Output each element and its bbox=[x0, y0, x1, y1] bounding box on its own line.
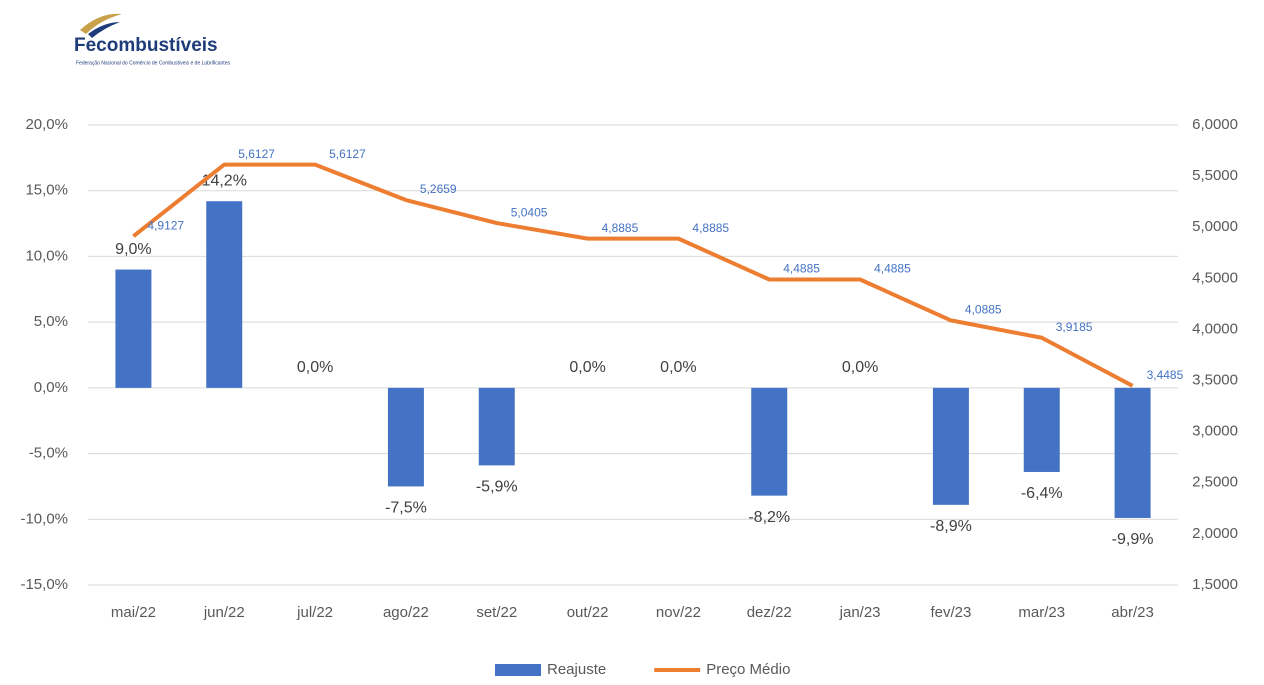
line-value-label: 4,4885 bbox=[783, 262, 820, 276]
bar-value-label: 14,2% bbox=[202, 172, 247, 189]
bar bbox=[751, 387, 788, 496]
x-tick-label: nov/22 bbox=[656, 604, 701, 621]
line-value-label: 4,8885 bbox=[692, 221, 729, 235]
x-tick-label: jan/23 bbox=[839, 604, 881, 621]
line-value-label: 5,2659 bbox=[420, 182, 457, 196]
y2-tick-label: 4,0000 bbox=[1192, 320, 1238, 337]
y2-tick-label: 3,5000 bbox=[1192, 372, 1238, 389]
y-tick-label: 15,0% bbox=[25, 182, 68, 199]
legend-label: Reajuste bbox=[547, 661, 606, 678]
bar-value-label: 0,0% bbox=[660, 359, 696, 376]
bar-value-label: 0,0% bbox=[842, 359, 878, 376]
bar-value-label: 0,0% bbox=[569, 359, 605, 376]
line-value-label: 4,4885 bbox=[874, 262, 911, 276]
bar-value-label: -8,9% bbox=[930, 518, 972, 535]
bar-value-label: -5,9% bbox=[476, 479, 518, 496]
line-value-label: 4,0885 bbox=[965, 303, 1002, 317]
y-tick-label: -15,0% bbox=[20, 576, 68, 593]
x-tick-label: jun/22 bbox=[203, 604, 245, 621]
y-tick-label: -5,0% bbox=[29, 445, 68, 462]
line bbox=[132, 162, 1134, 388]
x-tick-label: dez/22 bbox=[747, 604, 792, 621]
y2-tick-label: 3,0000 bbox=[1192, 423, 1238, 440]
logo-name: Fecombustíveis bbox=[74, 35, 218, 56]
x-tick-label: set/22 bbox=[476, 604, 517, 621]
x-tick-label: mar/23 bbox=[1018, 604, 1065, 621]
y2-tick-label: 6,0000 bbox=[1192, 116, 1238, 133]
logo: Fecombustíveis Federação Nacional do Com… bbox=[74, 13, 230, 66]
y2-tick-label: 1,5000 bbox=[1192, 576, 1238, 593]
bar-value-label: -7,5% bbox=[385, 500, 427, 517]
logo-icon bbox=[88, 22, 120, 38]
bar bbox=[115, 269, 152, 388]
bar bbox=[1023, 387, 1060, 472]
logo-tagline: Federação Nacional do Comércio de Combus… bbox=[76, 60, 230, 66]
line-value-label: 5,6127 bbox=[238, 147, 275, 161]
line-value-label: 4,8885 bbox=[602, 221, 639, 235]
line-value-label: 3,4485 bbox=[1147, 368, 1184, 382]
y-tick-label: 0,0% bbox=[34, 379, 68, 396]
y2-tick-label: 4,5000 bbox=[1192, 269, 1238, 286]
x-tick-label: jul/22 bbox=[296, 604, 333, 621]
y-tick-label: -10,0% bbox=[20, 510, 68, 527]
line-value-label: 5,0405 bbox=[511, 205, 548, 219]
bar-value-label: 0,0% bbox=[297, 359, 333, 376]
legend-swatch bbox=[495, 664, 541, 676]
y-tick-label: 5,0% bbox=[34, 313, 68, 330]
x-tick-label: out/22 bbox=[567, 604, 609, 621]
bar-value-label: -6,4% bbox=[1021, 485, 1063, 502]
bar bbox=[932, 387, 969, 505]
y2-tick-label: 5,0000 bbox=[1192, 218, 1238, 235]
bar-value-label: -9,9% bbox=[1112, 531, 1154, 548]
line-value-label: 3,9185 bbox=[1056, 320, 1093, 334]
y2-tick-label: 2,0000 bbox=[1192, 525, 1238, 542]
y2-tick-label: 5,5000 bbox=[1192, 167, 1238, 184]
bar bbox=[478, 387, 515, 466]
line-value-label: 4,9127 bbox=[147, 218, 184, 232]
legend-label: Preço Médio bbox=[706, 661, 790, 678]
bar bbox=[387, 387, 424, 487]
x-tick-label: mai/22 bbox=[111, 604, 156, 621]
logo-icon bbox=[80, 13, 122, 34]
bar bbox=[206, 201, 243, 388]
y-tick-label: 10,0% bbox=[25, 247, 68, 264]
y2-tick-label: 2,5000 bbox=[1192, 474, 1238, 491]
x-tick-label: ago/22 bbox=[383, 604, 429, 621]
line-value-label: 5,6127 bbox=[329, 147, 366, 161]
bar-value-label: -8,2% bbox=[748, 509, 790, 526]
x-tick-label: fev/23 bbox=[930, 604, 971, 621]
y-tick-label: 20,0% bbox=[25, 116, 68, 133]
x-tick-label: abr/23 bbox=[1111, 604, 1154, 621]
bar-value-label: 9,0% bbox=[115, 241, 151, 258]
bar bbox=[1114, 387, 1151, 518]
